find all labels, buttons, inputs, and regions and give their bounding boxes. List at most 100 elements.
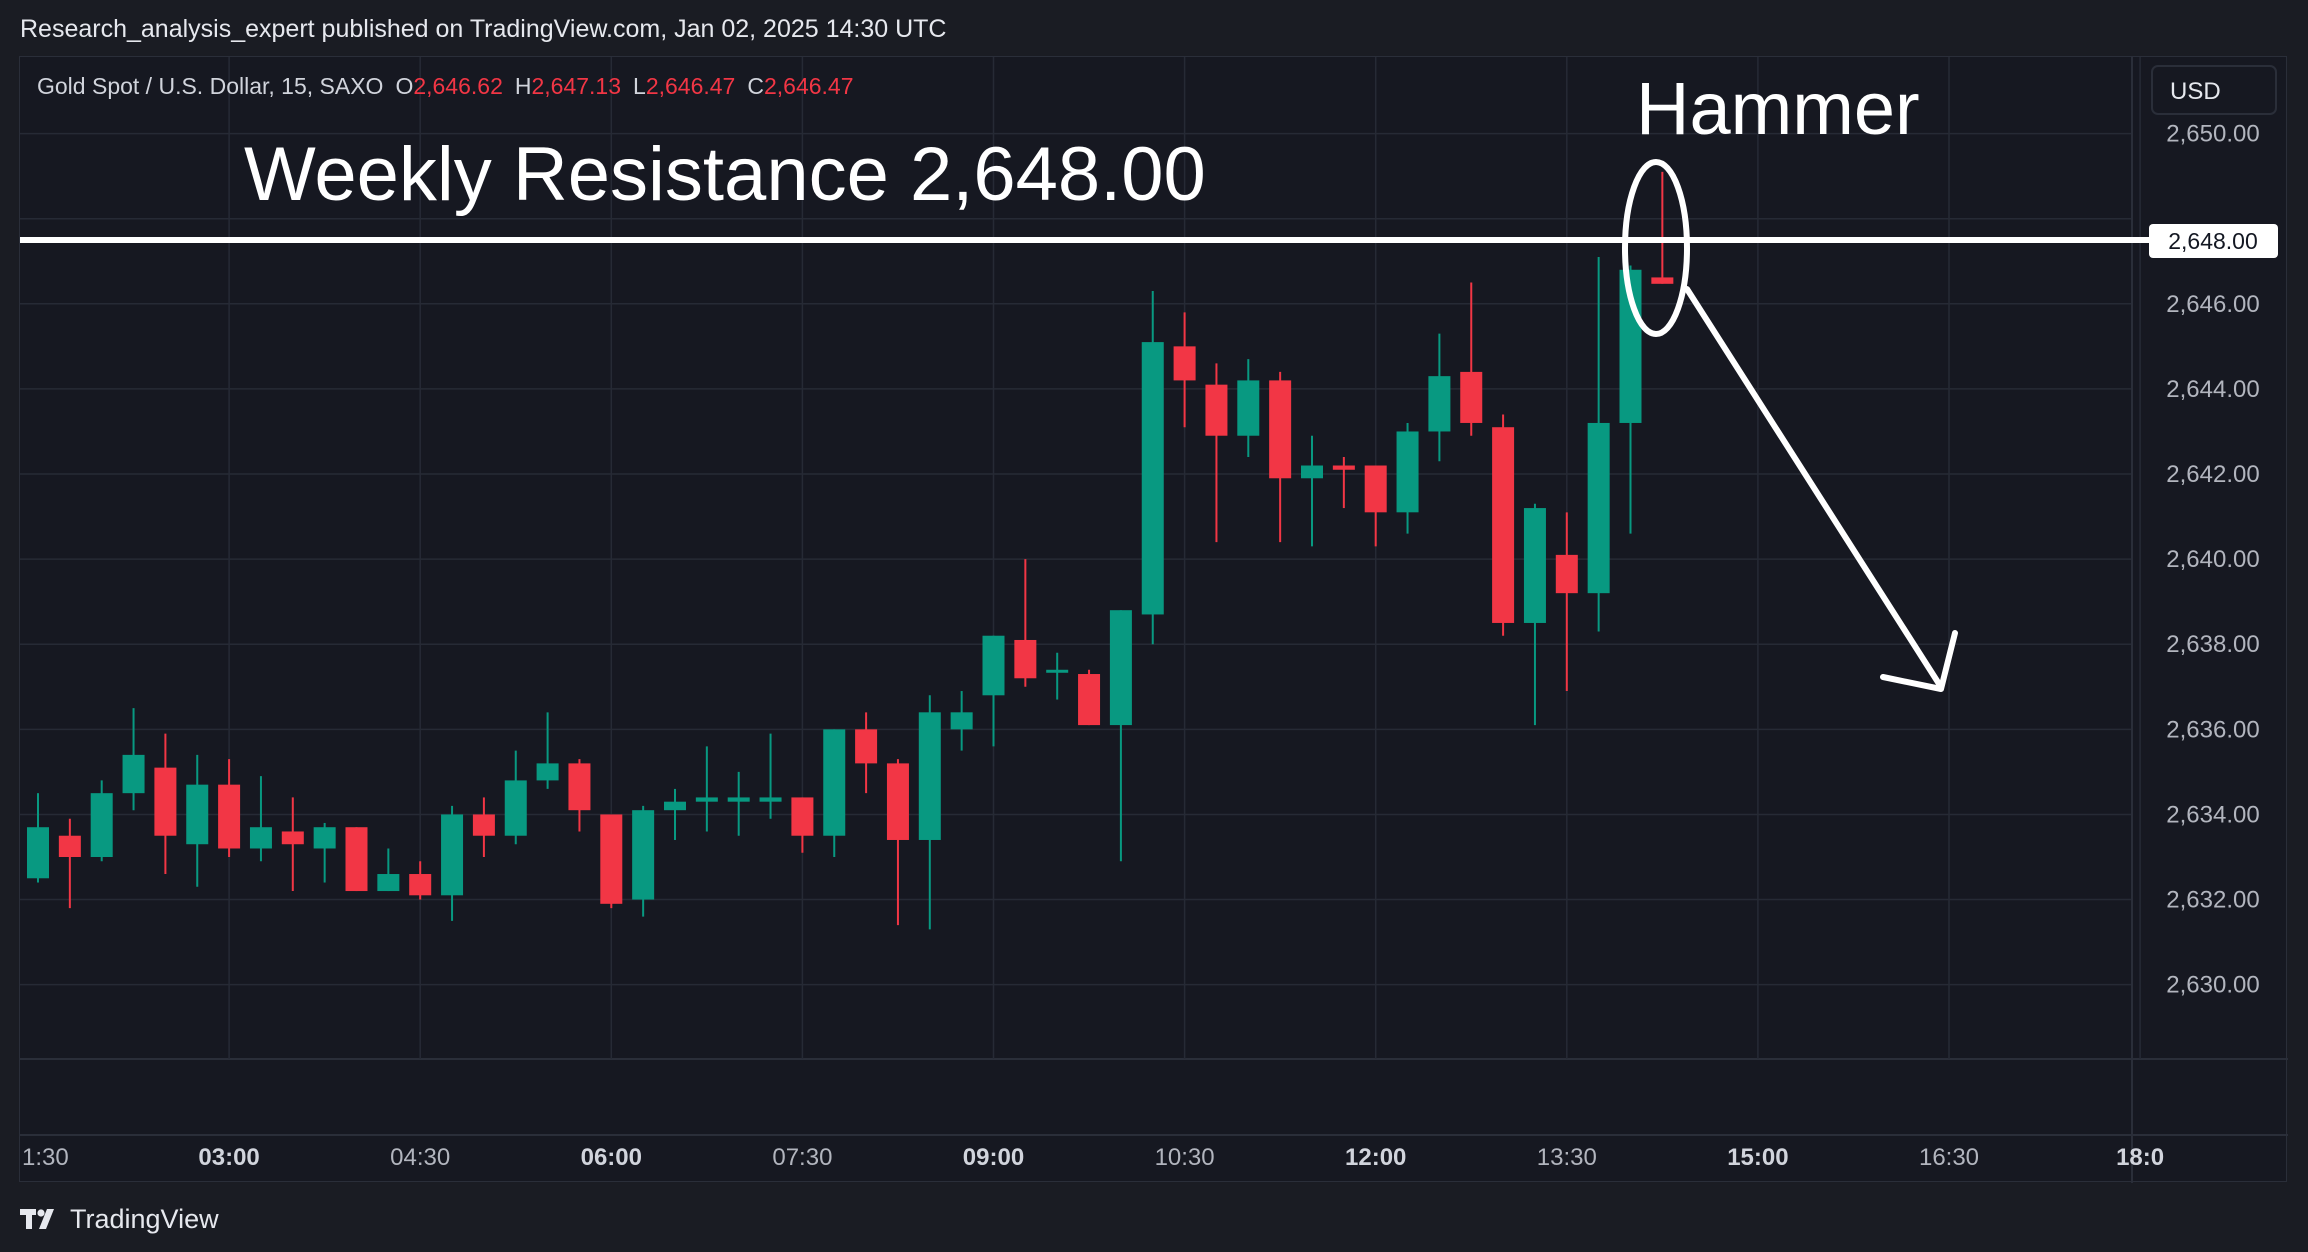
candle-body xyxy=(664,801,686,811)
candle-body xyxy=(472,814,495,836)
tradingview-logo[interactable]: TradingView xyxy=(20,1199,219,1239)
publisher-line: Research_analysis_expert published on Tr… xyxy=(20,15,947,43)
candle-body xyxy=(1651,277,1674,284)
candle xyxy=(632,805,655,917)
candles xyxy=(27,171,1674,930)
candle xyxy=(1555,512,1578,692)
candle-body xyxy=(345,827,368,892)
candle-body xyxy=(727,797,750,802)
time-tick-label: 16:30 xyxy=(1919,1144,1979,1171)
time-tick-label: 10:30 xyxy=(1155,1144,1215,1171)
candle-body xyxy=(186,784,209,845)
tradingview-logo-text: TradingView xyxy=(70,1203,219,1234)
candle-body xyxy=(791,797,814,836)
legend-low-value: 2,646.47 xyxy=(646,73,736,99)
legend-high-label: H xyxy=(515,73,532,99)
candle-body xyxy=(1237,380,1260,436)
candle xyxy=(1396,422,1419,534)
candle-body xyxy=(1109,610,1132,726)
candle-body xyxy=(695,797,718,802)
candle xyxy=(1141,291,1164,645)
candle-body xyxy=(1460,371,1483,423)
candle-body xyxy=(759,797,782,802)
price-tick-label: 2,634.00 xyxy=(2166,801,2259,828)
legend-low-label: L xyxy=(633,73,646,99)
resistance-label: Weekly Resistance 2,648.00 xyxy=(244,132,1206,217)
price-tick-label: 2,636.00 xyxy=(2166,716,2259,743)
candle xyxy=(664,788,686,840)
candle xyxy=(345,827,368,892)
time-tick-label: 03:00 xyxy=(198,1144,259,1171)
time-axis[interactable]: 1:30 03:00 04:30 06:00 07:30 09:00 10:30 12:00 1… xyxy=(22,1144,2164,1171)
candle-body xyxy=(568,763,591,811)
candlestick-chart[interactable]: Weekly Resistance 2,648.00 Hammer 2,650.… xyxy=(20,57,2288,1183)
candle-body xyxy=(1332,465,1355,470)
chart-legend: Gold Spot / U.S. Dollar, 15, SAXO O2,646.… xyxy=(37,73,854,99)
candle xyxy=(1523,503,1546,726)
candle-body xyxy=(1046,669,1069,673)
candle-body xyxy=(918,712,941,840)
candle xyxy=(1205,363,1228,543)
currency-button[interactable]: USD xyxy=(2151,65,2277,115)
candle xyxy=(186,754,209,887)
candle-body xyxy=(950,712,973,730)
candle-body xyxy=(855,729,878,764)
candle-body xyxy=(313,827,336,849)
candle xyxy=(313,822,336,883)
candle xyxy=(568,759,591,832)
arrow-down-icon[interactable] xyxy=(1684,286,1958,692)
candle-body xyxy=(1492,427,1515,623)
price-tick-label: 2,642.00 xyxy=(2166,461,2259,488)
time-tick-label: 07:30 xyxy=(772,1144,832,1171)
candle xyxy=(472,797,495,857)
candle xyxy=(823,729,846,857)
candle xyxy=(409,861,432,900)
candle-body xyxy=(536,763,559,781)
candle-body xyxy=(1014,639,1037,679)
candle xyxy=(727,771,750,836)
candle-body xyxy=(1523,508,1546,623)
time-tick-label: 12:00 xyxy=(1345,1144,1406,1171)
candle xyxy=(1078,669,1101,726)
candle xyxy=(90,780,113,862)
candle xyxy=(600,814,623,909)
candle-body xyxy=(1141,342,1164,615)
candle xyxy=(281,797,304,892)
price-tick-label: 2,638.00 xyxy=(2166,631,2259,658)
candle-body xyxy=(154,767,177,836)
time-tick-label: 04:30 xyxy=(390,1144,450,1171)
candle xyxy=(1587,257,1610,632)
candle-body xyxy=(632,810,655,900)
grid xyxy=(20,57,2288,1183)
legend-close-value: 2,646.47 xyxy=(764,73,854,99)
candle-body xyxy=(1173,346,1196,381)
candle xyxy=(982,635,1005,747)
hammer-highlight-ellipse[interactable] xyxy=(1622,159,1690,337)
candle-body xyxy=(58,835,81,857)
chart-panel[interactable]: Weekly Resistance 2,648.00 Hammer 2,650.… xyxy=(19,56,2288,1183)
candle xyxy=(1014,559,1037,687)
candle-body xyxy=(122,754,145,794)
tradingview-logo-icon xyxy=(20,1207,60,1231)
time-tick-label: 18:0 xyxy=(2116,1144,2164,1171)
candle xyxy=(249,776,272,862)
candle xyxy=(1046,652,1069,700)
price-axis[interactable]: 2,650.00 2,646.00 2,644.00 2,642.00 2,640.00… xyxy=(2166,121,2259,999)
currency-button-label: USD xyxy=(2170,78,2221,105)
legend-open-value: 2,646.62 xyxy=(413,73,503,99)
candle xyxy=(1651,171,1674,284)
candle-body xyxy=(441,814,464,896)
candle-body xyxy=(249,827,272,849)
price-tick-label: 2,630.00 xyxy=(2166,972,2259,999)
candle-body xyxy=(218,784,241,849)
candle xyxy=(27,793,49,883)
time-tick-label: 13:30 xyxy=(1537,1144,1597,1171)
legend-high-value: 2,647.13 xyxy=(531,73,621,99)
candle-body xyxy=(1205,384,1228,436)
candle-body xyxy=(886,763,909,840)
price-tick-label: 2,646.00 xyxy=(2166,291,2259,318)
candle xyxy=(504,750,527,845)
candle xyxy=(1301,435,1323,547)
candle xyxy=(1364,465,1387,547)
resistance-price-tag[interactable]: 2,648.00 xyxy=(2149,224,2278,258)
